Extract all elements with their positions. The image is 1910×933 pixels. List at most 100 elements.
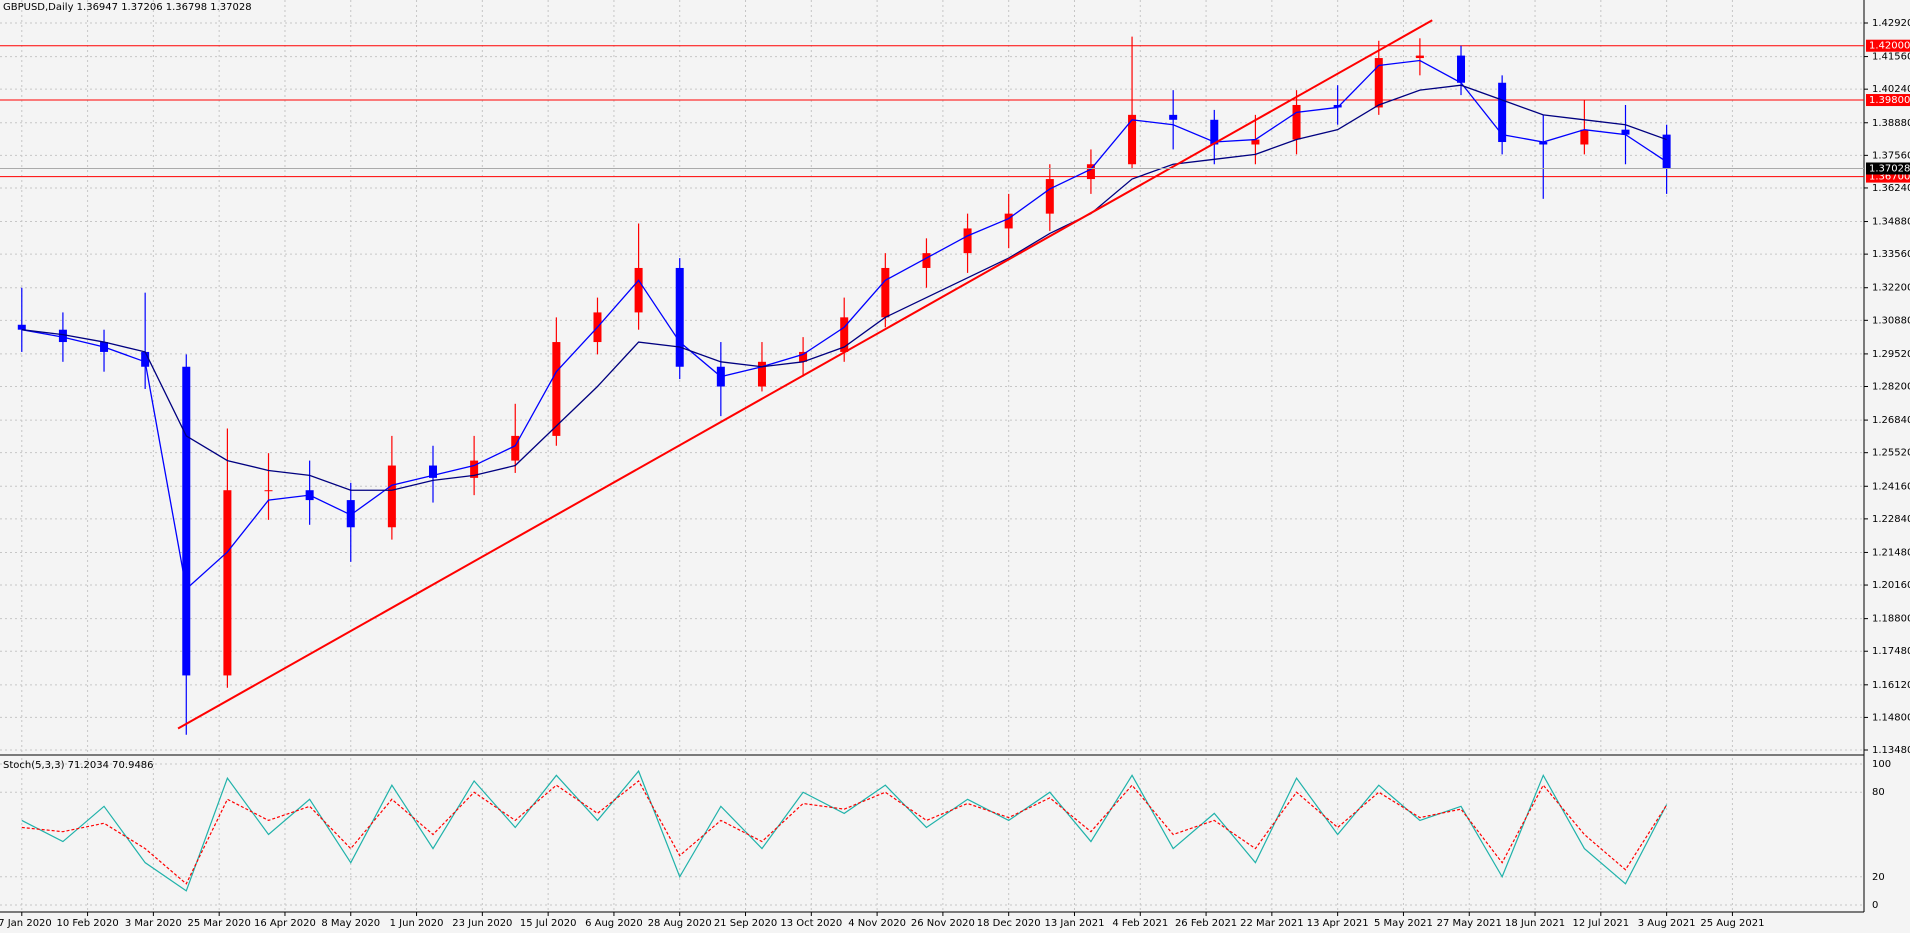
candle-body: [881, 267, 890, 318]
moving-average: [21, 59, 1667, 591]
candle-body: [141, 351, 150, 367]
x-tick-label: 27 May 2021: [1437, 918, 1502, 929]
candle-body: [470, 460, 479, 478]
y-tick-label: 1.25520: [1872, 448, 1910, 459]
x-tick-label: 13 Jan 2021: [1045, 918, 1105, 929]
moving-average: [21, 84, 1667, 491]
candle-body: [963, 228, 972, 254]
y-tick-label: 1.30880: [1872, 315, 1910, 326]
x-tick-label: 5 May 2021: [1374, 918, 1433, 929]
y-tick-label: 1.21480: [1872, 547, 1910, 558]
x-tick-label: 6 Aug 2020: [585, 918, 643, 929]
y-tick-label: 1.38880: [1872, 118, 1910, 129]
current-price-label: 1.37028: [1869, 163, 1910, 174]
y-tick-label: 1.34880: [1872, 217, 1910, 228]
candle-body: [429, 465, 438, 478]
candle-body: [1415, 55, 1424, 59]
candle-body: [922, 253, 931, 268]
x-tick-label: 18 Jun 2021: [1505, 918, 1565, 929]
candle-body: [1498, 82, 1507, 143]
candle-body: [387, 465, 396, 528]
candle-body: [634, 267, 643, 313]
y-tick-label: 80: [1872, 787, 1885, 798]
chart-title: GBPUSD,Daily 1.36947 1.37206 1.36798 1.3…: [3, 2, 252, 13]
y-tick-label: 0: [1872, 900, 1878, 911]
candle-body: [1251, 139, 1260, 145]
candle-body: [1374, 58, 1383, 108]
candle-body: [1333, 104, 1342, 108]
y-tick-label: 1.40240: [1872, 84, 1910, 95]
candle-body: [264, 490, 273, 492]
level-label: 1.42000: [1869, 41, 1910, 52]
x-tick-label: 3 Aug 2021: [1638, 918, 1696, 929]
y-tick-label: 1.18800: [1872, 614, 1910, 625]
x-tick-label: 13 Apr 2021: [1307, 918, 1369, 929]
candle-body: [511, 435, 520, 461]
candle-body: [799, 351, 808, 362]
candle-body: [1128, 114, 1137, 165]
x-tick-label: 23 Jun 2020: [452, 918, 512, 929]
y-tick-label: 1.22840: [1872, 514, 1910, 525]
x-tick-label: 1 Jun 2020: [390, 918, 444, 929]
candle-body: [223, 490, 232, 676]
candle-body: [1457, 55, 1466, 83]
indicator-label: Stoch(5,3,3) 71.2034 70.9486: [3, 760, 154, 771]
candle-body: [1086, 164, 1095, 180]
x-tick-label: 25 Mar 2020: [187, 918, 250, 929]
candle-body: [1621, 129, 1630, 135]
x-tick-label: 8 May 2020: [321, 918, 380, 929]
y-tick-label: 1.32200: [1872, 283, 1910, 294]
level-label-box: [1866, 39, 1910, 52]
candle-body: [17, 324, 26, 330]
x-tick-label: 3 Mar 2020: [125, 918, 182, 929]
x-tick-label: 17 Jan 2020: [0, 918, 52, 929]
candle-body: [1539, 142, 1548, 145]
y-tick-label: 1.29520: [1872, 349, 1910, 360]
candle-body: [182, 366, 191, 676]
y-tick-label: 1.13480: [1872, 745, 1910, 756]
x-tick-label: 10 Feb 2020: [56, 918, 118, 929]
stoch-d: [21, 780, 1668, 885]
trendline: [177, 19, 1433, 730]
y-tick-label: 1.26840: [1872, 415, 1910, 426]
x-tick-label: 4 Feb 2021: [1112, 918, 1168, 929]
y-tick-label: 1.16120: [1872, 680, 1910, 691]
x-tick-label: 25 Aug 2021: [1700, 918, 1764, 929]
x-tick-label: 13 Oct 2020: [780, 918, 842, 929]
level-label: 1.39800: [1869, 95, 1910, 106]
x-tick-label: 16 Apr 2020: [254, 918, 316, 929]
y-tick-label: 1.36240: [1872, 183, 1910, 194]
y-tick-label: 1.14800: [1872, 712, 1910, 723]
x-tick-label: 22 Mar 2021: [1240, 918, 1303, 929]
y-tick-label: 1.42920: [1872, 18, 1910, 29]
candle-body: [1210, 119, 1219, 145]
candle-body: [1580, 129, 1589, 145]
y-tick-label: 1.37560: [1872, 150, 1910, 161]
candle-body: [757, 361, 766, 387]
candle-body: [346, 500, 355, 528]
candle-body: [1004, 213, 1013, 229]
stoch-k: [21, 769, 1668, 892]
x-tick-label: 21 Sep 2020: [714, 918, 777, 929]
candle-body: [58, 329, 67, 343]
level-label: 1.36700: [1869, 172, 1910, 183]
x-tick-label: 28 Aug 2020: [648, 918, 712, 929]
y-tick-label: 1.24160: [1872, 481, 1910, 492]
level-label-box: [1866, 94, 1910, 107]
x-tick-label: 15 Jul 2020: [520, 918, 577, 929]
y-tick-label: 1.17480: [1872, 646, 1910, 657]
candle-body: [552, 342, 561, 436]
candle-body: [840, 317, 849, 352]
candle-body: [1292, 104, 1301, 140]
x-tick-label: 18 Dec 2020: [977, 918, 1041, 929]
candle-body: [1169, 114, 1178, 120]
candle-body: [1662, 134, 1671, 169]
x-tick-label: 4 Nov 2020: [848, 918, 906, 929]
y-tick-label: 1.28200: [1872, 382, 1910, 393]
x-tick-label: 26 Feb 2021: [1175, 918, 1237, 929]
y-tick-label: 1.41560: [1872, 52, 1910, 63]
candle-body: [675, 267, 684, 367]
